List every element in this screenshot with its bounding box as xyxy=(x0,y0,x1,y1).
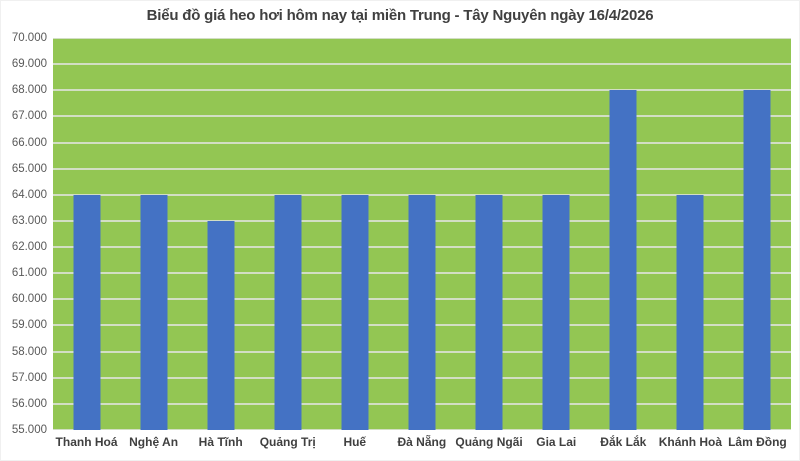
x-tick-label: Đắk Lắk xyxy=(600,435,647,449)
x-axis-labels: Thanh Hoá Nghệ An Hà Tĩnh Quảng Trị Huế Đà Nẵ… xyxy=(53,435,791,449)
y-tick-label: 65.000 xyxy=(11,162,47,175)
y-tick-label: 60.000 xyxy=(11,293,47,306)
y-tick-label: 64.000 xyxy=(11,188,47,201)
y-tick-label: 59.000 xyxy=(11,319,47,332)
y-tick-label: 68.000 xyxy=(11,84,47,97)
x-tick-label: Thanh Hoá xyxy=(55,435,118,449)
y-tick-label: 67.000 xyxy=(11,110,47,123)
gridline xyxy=(53,115,791,118)
x-tick-label: Lâm Đồng xyxy=(728,435,787,449)
x-tick-label: Gia Lai xyxy=(536,435,577,449)
x-tick-label: Quảng Ngãi xyxy=(455,435,523,449)
y-tick-label: 66.000 xyxy=(11,136,47,149)
y-tick-label: 56.000 xyxy=(11,397,47,410)
bar xyxy=(743,90,771,430)
y-tick-label: 70.000 xyxy=(11,32,47,44)
x-tick-label: Hà Tĩnh xyxy=(198,435,243,449)
y-tick-label: 55.000 xyxy=(11,424,47,436)
bar xyxy=(140,194,168,430)
plot-area xyxy=(53,38,791,430)
gridline xyxy=(53,63,791,66)
y-tick-label: 63.000 xyxy=(11,214,47,227)
y-axis-labels: 55.000 56.000 57.000 58.000 59.000 60.000 61.0… xyxy=(1,32,47,436)
bar xyxy=(73,194,101,430)
bar xyxy=(676,194,704,430)
y-tick-label: 58.000 xyxy=(11,345,47,358)
bar xyxy=(609,90,637,430)
gridline xyxy=(53,167,791,170)
gridline xyxy=(53,141,791,144)
x-tick-label: Huế xyxy=(343,435,367,449)
y-tick-label: 61.000 xyxy=(11,267,47,280)
gridline xyxy=(53,89,791,92)
bar xyxy=(341,194,369,430)
x-tick-label: Nghệ An xyxy=(129,435,179,449)
y-tick-label: 57.000 xyxy=(11,371,47,384)
bar xyxy=(408,194,436,430)
chart-title: Biểu đồ giá heo hơi hôm nay tại miền Tru… xyxy=(146,7,654,24)
gridline xyxy=(53,38,791,39)
x-tick-label: Khánh Hoà xyxy=(658,435,723,449)
y-tick-label: 62.000 xyxy=(11,241,47,254)
x-tick-label: Đà Nẵng xyxy=(397,435,447,449)
y-tick-label: 69.000 xyxy=(11,58,47,71)
x-tick-label: Quảng Trị xyxy=(259,435,316,449)
bar xyxy=(475,194,503,430)
bar xyxy=(274,194,302,430)
bar xyxy=(542,194,570,430)
bar xyxy=(207,220,235,430)
